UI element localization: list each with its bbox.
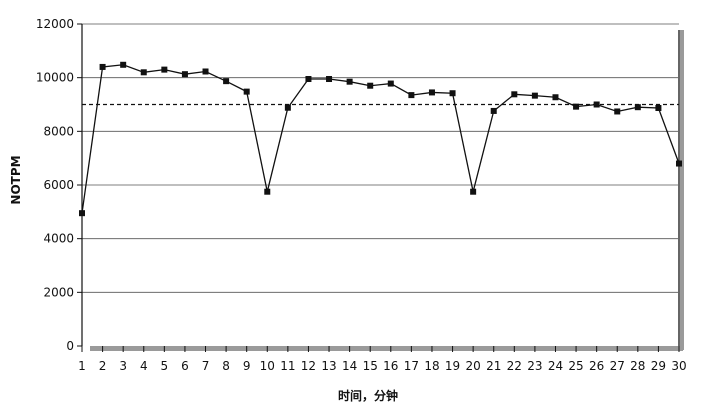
x-tick-label: 6: [181, 359, 189, 373]
x-tick-label: 28: [630, 359, 645, 373]
data-point: [511, 91, 518, 98]
y-tick-label: 2000: [43, 285, 74, 299]
data-point: [428, 89, 435, 96]
data-point: [264, 188, 271, 195]
data-point: [161, 66, 168, 73]
data-point: [408, 92, 415, 99]
y-tick-label: 8000: [43, 124, 74, 138]
data-point: [305, 76, 312, 83]
x-tick-label: 2: [99, 359, 107, 373]
x-tick-label: 5: [161, 359, 169, 373]
data-point: [387, 80, 394, 87]
y-tick-label: 4000: [43, 232, 74, 246]
x-tick-label: 23: [527, 359, 542, 373]
data-point: [181, 71, 188, 78]
x-axis-title: 时间，分钟: [338, 388, 398, 403]
y-tick-label: 12000: [36, 17, 74, 31]
y-axis: 0 2000 4000 6000 8000 10000 12000: [36, 17, 82, 353]
x-tick-label: 19: [445, 359, 460, 373]
data-point: [490, 107, 497, 114]
data-point: [367, 82, 374, 89]
data-point: [676, 160, 682, 167]
data-point: [634, 104, 641, 111]
series-group: [79, 61, 682, 217]
data-point: [573, 103, 580, 110]
y-axis-title: NOTPM: [9, 155, 23, 204]
x-tick-label: 21: [486, 359, 501, 373]
x-tick-label: 1: [78, 359, 86, 373]
data-point: [79, 210, 85, 217]
data-point: [614, 108, 621, 115]
y-tick-label: 0: [66, 339, 74, 353]
data-point: [346, 78, 353, 85]
x-tick-label: 25: [568, 359, 583, 373]
x-tick-label: 8: [222, 359, 230, 373]
x-tick-label: 12: [301, 359, 316, 373]
data-point: [655, 104, 662, 111]
data-point: [140, 69, 147, 76]
data-point: [243, 88, 250, 95]
x-tick-label: 13: [321, 359, 336, 373]
x-tick-label: 3: [119, 359, 127, 373]
data-point: [326, 76, 333, 83]
x-tick-label: 30: [671, 359, 686, 373]
x-tick-label: 29: [651, 359, 666, 373]
x-tick-label: 16: [383, 359, 398, 373]
data-point: [284, 104, 291, 111]
x-tick-label: 17: [404, 359, 419, 373]
data-point: [223, 78, 230, 85]
x-tick-label: 11: [280, 359, 295, 373]
frame-shadow-right: [678, 30, 684, 350]
x-tick-label: 7: [202, 359, 210, 373]
x-tick-label: 24: [548, 359, 563, 373]
plot-area: [81, 24, 684, 351]
data-point: [449, 90, 456, 97]
data-point: [593, 101, 600, 108]
x-tick-label: 10: [260, 359, 275, 373]
series-line: [81, 64, 680, 214]
x-tick-label: 27: [610, 359, 625, 373]
data-point: [120, 61, 127, 68]
gridlines: [82, 23, 679, 293]
data-point: [99, 63, 106, 70]
x-tick-label: 20: [465, 359, 480, 373]
x-tick-label: 22: [507, 359, 522, 373]
y-tick-label: 6000: [43, 178, 74, 192]
data-point: [470, 188, 477, 195]
x-tick-label: 4: [140, 359, 148, 373]
data-point: [202, 68, 209, 75]
x-axis: 1 2 3 4 5 6 7 8 9 10 11 12 13 14 15 16 17 18 19 20 21 22 23 24 2…: [78, 346, 687, 373]
x-tick-label: 26: [589, 359, 604, 373]
x-tick-label: 15: [363, 359, 378, 373]
x-tick-label: 14: [342, 359, 357, 373]
frame-shadow-bottom: [90, 346, 683, 351]
x-tick-label: 18: [424, 359, 439, 373]
data-point: [552, 94, 559, 101]
x-tick-label: 9: [243, 359, 251, 373]
y-tick-label: 10000: [36, 71, 74, 85]
data-point: [531, 92, 538, 99]
